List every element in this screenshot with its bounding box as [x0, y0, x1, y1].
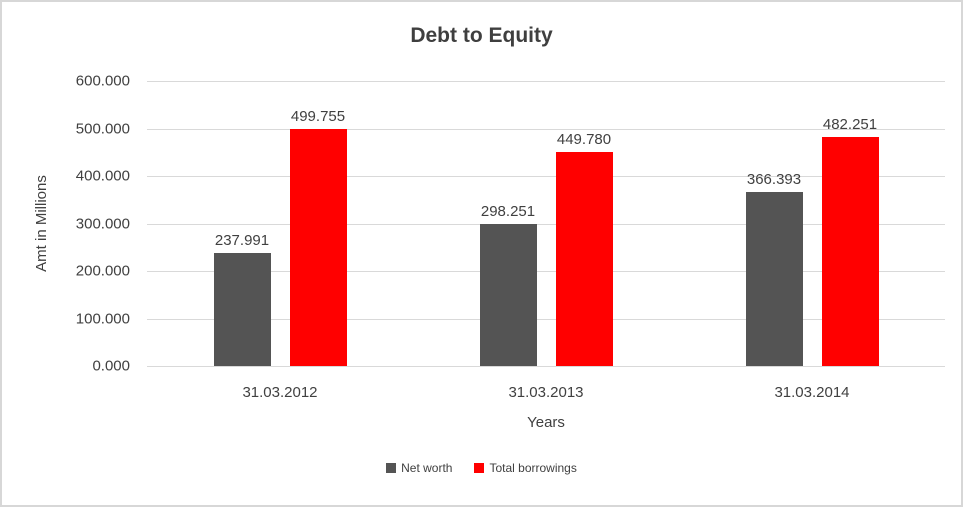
data-label-total-borrowings: 499.755	[290, 107, 346, 125]
gridline	[147, 81, 945, 82]
data-label-total-borrowings: 449.780	[556, 131, 612, 149]
y-tick-label: 400.000	[75, 167, 130, 185]
data-label-total-borrowings: 482.251	[822, 115, 878, 133]
y-axis-tick-labels: 600.000 500.000 400.000 300.000 200.000 100.0…	[2, 73, 134, 375]
x-tick-label: 31.03.2012	[242, 384, 318, 401]
y-tick-label: 0.000	[92, 357, 130, 375]
data-label-net-worth: 237.991	[214, 231, 270, 249]
bar-net-worth	[745, 191, 803, 366]
legend-item-total-borrowings: Total borrowings	[474, 461, 577, 475]
legend-label: Total borrowings	[489, 461, 577, 475]
gridline	[147, 223, 945, 225]
y-tick-label: 300.000	[75, 215, 130, 232]
y-tick-label: 500.000	[75, 120, 130, 137]
bar-total-borrowings	[289, 128, 347, 366]
data-label-net-worth: 298.251	[480, 203, 536, 221]
bar-total-borrowings	[821, 136, 879, 366]
x-tick-label: 31.03.2014	[774, 384, 850, 401]
legend-label: Net worth	[401, 461, 453, 475]
bar-net-worth	[213, 252, 271, 366]
bar-wrap: 237.991	[213, 81, 271, 366]
data-label-net-worth: 366.393	[746, 170, 802, 188]
y-tick-label: 200.000	[75, 262, 130, 280]
gridline	[147, 176, 945, 177]
bar-group-31-03-2012: 237.991 499.755	[147, 81, 413, 366]
bar-wrap: 298.251	[479, 81, 537, 366]
plot-area: 237.991 499.755 298.251 449.780 366.393 482.2…	[147, 81, 945, 367]
bar-wrap: 482.251	[821, 81, 879, 366]
bar-group-31-03-2014: 366.393 482.251	[679, 81, 945, 366]
bar-group-31-03-2013: 298.251 449.780	[413, 81, 679, 366]
gridline	[147, 318, 945, 320]
bar-total-borrowings	[555, 152, 613, 366]
chart-title: Debt to Equity	[410, 24, 553, 47]
legend-item-net-worth: Net worth	[386, 461, 452, 475]
bar-groups: 237.991 499.755 298.251 449.780 366.393 482.2…	[147, 81, 945, 366]
gridline	[147, 271, 945, 272]
y-tick-label: 600.000	[75, 72, 130, 90]
legend: Net worth Total borrowings	[2, 461, 961, 475]
legend-swatch-icon	[474, 463, 485, 473]
x-tick-label: 31.03.2013	[508, 384, 584, 401]
bar-net-worth	[479, 224, 537, 366]
legend-swatch-icon	[386, 463, 397, 473]
y-tick-label: 100.000	[75, 310, 130, 327]
bar-wrap: 499.755	[289, 81, 347, 366]
x-axis-tick-labels: 31.03.2012 31.03.2013 31.03.2014	[147, 384, 945, 401]
x-axis-title: Years	[527, 414, 565, 431]
gridline	[147, 128, 945, 130]
bar-wrap: 449.780	[555, 81, 613, 366]
gridline	[147, 366, 945, 367]
bar-wrap: 366.393	[745, 81, 803, 366]
